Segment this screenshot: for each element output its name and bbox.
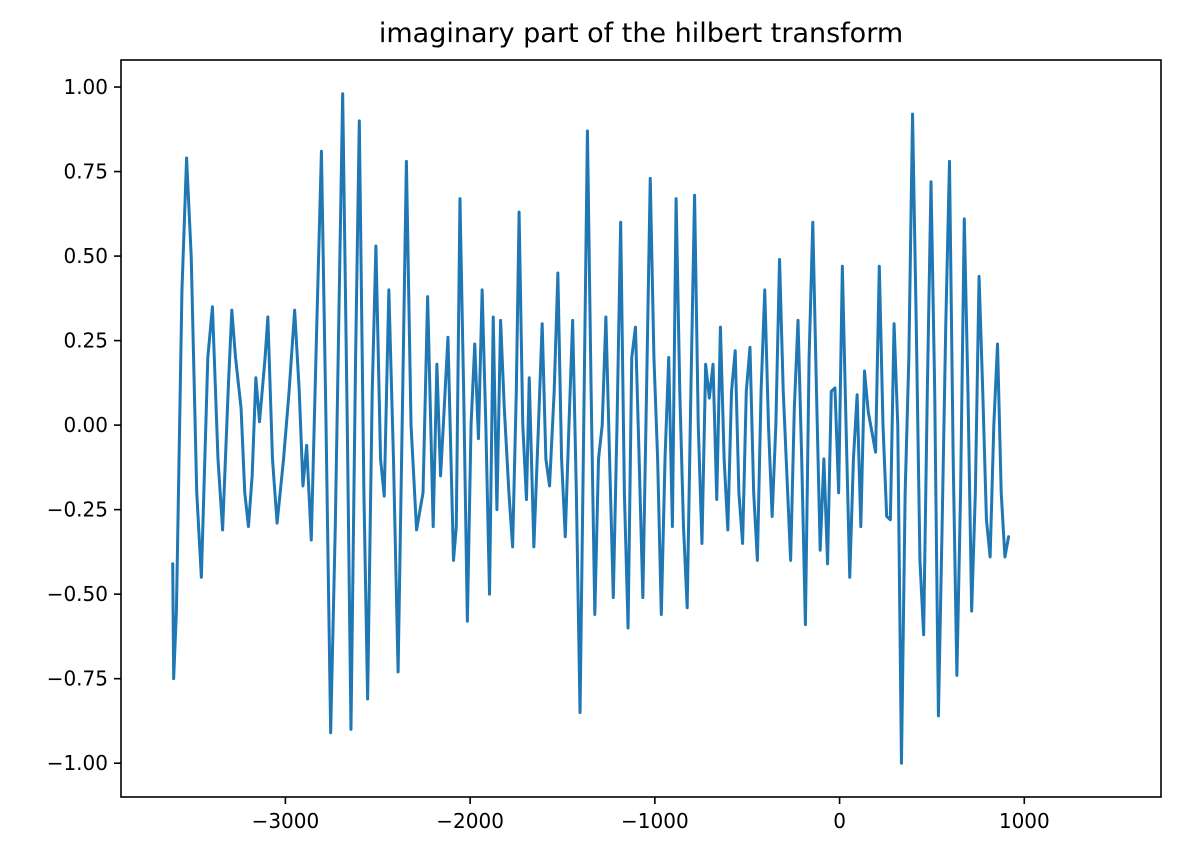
y-tick-label-8: −1.00 [47, 751, 108, 775]
y-tick-label-5: −0.25 [47, 498, 108, 522]
x-axis: −3000 −2000 −1000 0 1000 [252, 797, 1050, 833]
y-tick-label-3: 0.25 [63, 329, 108, 353]
x-tick-label-2: −1000 [621, 809, 689, 833]
x-tick-label-4: 1000 [999, 809, 1050, 833]
x-tick-label-1: −2000 [436, 809, 504, 833]
axes-frame [120, 59, 1162, 798]
plot-area [171, 92, 1011, 765]
y-tick-label-4: 0.00 [63, 413, 108, 437]
y-tick-label-7: −0.75 [47, 667, 108, 691]
y-tick-label-1: 0.75 [63, 160, 108, 184]
x-tick-label-0: −3000 [252, 809, 320, 833]
y-tick-label-0: 1.00 [63, 75, 108, 99]
y-axis: 1.00 0.75 0.50 0.25 0.00 −0.25 −0.50 −0.75 −1.00 [47, 75, 121, 775]
series-line-0 [171, 92, 1011, 765]
chart-title: imaginary part of the hilbert transform [379, 18, 903, 49]
y-tick-label-6: −0.50 [47, 582, 108, 606]
y-tick-label-2: 0.50 [63, 244, 108, 268]
x-tick-label-3: 0 [833, 809, 846, 833]
